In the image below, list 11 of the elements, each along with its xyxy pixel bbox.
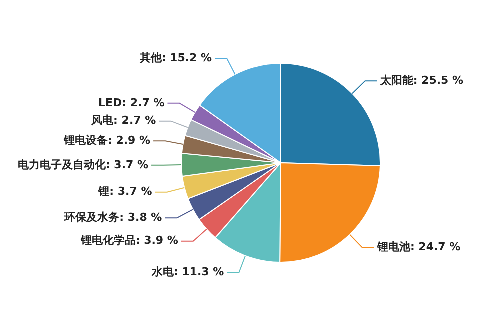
- slice-label: 电力电子及自动化: 3.7 %: [18, 158, 149, 172]
- slice-label: 风电: 2.7 %: [90, 114, 156, 128]
- slice-label: 锂电池: 24.7 %: [376, 240, 461, 254]
- slice-label: 锂电设备: 2.9 %: [62, 134, 151, 148]
- slice-label: 环保及水务: 3.8 %: [64, 210, 162, 224]
- slice-label: LED: 2.7 %: [98, 96, 165, 110]
- slice-label: 锂电化学品: 3.9 %: [80, 234, 178, 248]
- slice-label: 太阳能: 25.5 %: [379, 74, 464, 88]
- slice-label: 水电: 11.3 %: [150, 266, 224, 279]
- slice-label: 锂: 3.7 %: [98, 185, 152, 198]
- slice-label: 其他: 15.2 %: [138, 51, 212, 64]
